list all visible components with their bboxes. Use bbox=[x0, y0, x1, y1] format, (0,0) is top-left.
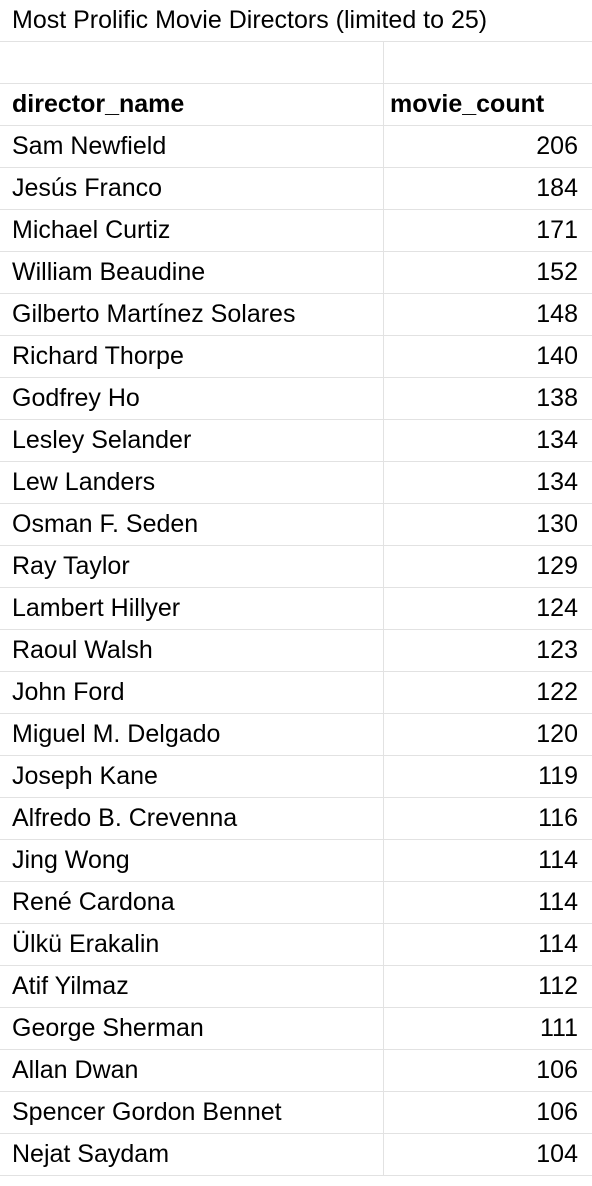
table-row: John Ford 122 bbox=[0, 672, 592, 714]
table-row: George Sherman 111 bbox=[0, 1008, 592, 1050]
table-row: Michael Curtiz 171 bbox=[0, 210, 592, 252]
table-row: Lesley Selander 134 bbox=[0, 420, 592, 462]
director-name-cell[interactable]: Lambert Hillyer bbox=[0, 588, 384, 629]
table-row: Joseph Kane 119 bbox=[0, 756, 592, 798]
director-name-cell[interactable]: Lesley Selander bbox=[0, 420, 384, 461]
table-row: Lambert Hillyer 124 bbox=[0, 588, 592, 630]
movie-count-cell[interactable]: 104 bbox=[536, 1140, 578, 1168]
table-row: Atif Yilmaz 112 bbox=[0, 966, 592, 1008]
movie-count-cell[interactable]: 134 bbox=[536, 468, 578, 496]
table-row: Jesús Franco 184 bbox=[0, 168, 592, 210]
director-name-cell[interactable]: George Sherman bbox=[0, 1008, 384, 1049]
movie-count-cell[interactable]: 184 bbox=[536, 174, 578, 202]
movie-count-cell[interactable]: 124 bbox=[536, 594, 578, 622]
movie-count-cell[interactable]: 130 bbox=[536, 510, 578, 538]
movie-count-cell[interactable]: 114 bbox=[538, 888, 578, 916]
table-row: Ülkü Erakalin 114 bbox=[0, 924, 592, 966]
empty-cell-b[interactable] bbox=[384, 42, 592, 83]
empty-row bbox=[0, 42, 592, 84]
director-name-cell[interactable]: Sam Newfield bbox=[0, 126, 384, 167]
table-row: Spencer Gordon Bennet 106 bbox=[0, 1092, 592, 1134]
movie-count-cell[interactable]: 171 bbox=[536, 216, 578, 244]
table-row: Allan Dwan 106 bbox=[0, 1050, 592, 1092]
director-name-cell[interactable]: Jesús Franco bbox=[0, 168, 384, 209]
table-row: Nejat Saydam 104 bbox=[0, 1134, 592, 1176]
table-row: Miguel M. Delgado 120 bbox=[0, 714, 592, 756]
table-row: Osman F. Seden 130 bbox=[0, 504, 592, 546]
table-row: Gilberto Martínez Solares 148 bbox=[0, 294, 592, 336]
movie-count-cell[interactable]: 106 bbox=[536, 1056, 578, 1084]
table-row: Godfrey Ho 138 bbox=[0, 378, 592, 420]
movie-count-cell[interactable]: 114 bbox=[538, 930, 578, 958]
movie-count-cell[interactable]: 123 bbox=[536, 636, 578, 664]
table-row: Richard Thorpe 140 bbox=[0, 336, 592, 378]
director-name-cell[interactable]: Ray Taylor bbox=[0, 546, 384, 587]
movie-count-cell[interactable]: 111 bbox=[539, 1014, 578, 1042]
table-row: Jing Wong 114 bbox=[0, 840, 592, 882]
director-name-cell[interactable]: Spencer Gordon Bennet bbox=[0, 1092, 384, 1133]
director-name-cell[interactable]: Michael Curtiz bbox=[0, 210, 384, 251]
director-name-cell[interactable]: René Cardona bbox=[0, 882, 384, 923]
director-name-cell[interactable]: Joseph Kane bbox=[0, 756, 384, 797]
director-name-cell[interactable]: Miguel M. Delgado bbox=[0, 714, 384, 755]
director-name-cell[interactable]: Godfrey Ho bbox=[0, 378, 384, 419]
director-name-cell[interactable]: Osman F. Seden bbox=[0, 504, 384, 545]
movie-count-cell[interactable]: 138 bbox=[536, 384, 578, 412]
empty-cell-a[interactable] bbox=[0, 42, 384, 83]
table-row: Sam Newfield 206 bbox=[0, 126, 592, 168]
table-row: Lew Landers 134 bbox=[0, 462, 592, 504]
movie-count-cell[interactable]: 129 bbox=[536, 552, 578, 580]
movie-count-cell[interactable]: 122 bbox=[536, 678, 578, 706]
director-name-cell[interactable]: Ülkü Erakalin bbox=[0, 924, 384, 965]
movie-count-cell[interactable]: 134 bbox=[536, 426, 578, 454]
movie-count-cell[interactable]: 140 bbox=[536, 342, 578, 370]
header-movie-count[interactable]: movie_count bbox=[390, 90, 545, 118]
title-cell[interactable]: Most Prolific Movie Directors (limited t… bbox=[12, 6, 488, 34]
table-row: Ray Taylor 129 bbox=[0, 546, 592, 588]
movie-count-cell[interactable]: 206 bbox=[536, 132, 578, 160]
director-name-cell[interactable]: Jing Wong bbox=[0, 840, 384, 881]
director-name-cell[interactable]: Lew Landers bbox=[0, 462, 384, 503]
movie-count-cell[interactable]: 106 bbox=[536, 1098, 578, 1126]
movie-count-cell[interactable]: 152 bbox=[536, 258, 578, 286]
director-name-cell[interactable]: Allan Dwan bbox=[0, 1050, 384, 1091]
movie-count-cell[interactable]: 112 bbox=[538, 972, 578, 1000]
header-director-name[interactable]: director_name bbox=[0, 84, 384, 125]
movie-count-cell[interactable]: 116 bbox=[538, 804, 578, 832]
director-name-cell[interactable]: Alfredo B. Crevenna bbox=[0, 798, 384, 839]
table-row: René Cardona 114 bbox=[0, 882, 592, 924]
table-row: Raoul Walsh 123 bbox=[0, 630, 592, 672]
movie-count-cell[interactable]: 114 bbox=[538, 846, 578, 874]
title-row: Most Prolific Movie Directors (limited t… bbox=[0, 0, 592, 42]
movie-count-cell[interactable]: 148 bbox=[536, 300, 578, 328]
movie-count-cell[interactable]: 120 bbox=[536, 720, 578, 748]
director-name-cell[interactable]: Richard Thorpe bbox=[0, 336, 384, 377]
director-name-cell[interactable]: Nejat Saydam bbox=[0, 1134, 384, 1175]
director-name-cell[interactable]: Atif Yilmaz bbox=[0, 966, 384, 1007]
director-name-cell[interactable]: William Beaudine bbox=[0, 252, 384, 293]
director-name-cell[interactable]: John Ford bbox=[0, 672, 384, 713]
table-row: William Beaudine 152 bbox=[0, 252, 592, 294]
director-name-cell[interactable]: Gilberto Martínez Solares bbox=[0, 294, 384, 335]
movie-count-cell[interactable]: 119 bbox=[538, 762, 578, 790]
header-row: director_name movie_count bbox=[0, 84, 592, 126]
table-row: Alfredo B. Crevenna 116 bbox=[0, 798, 592, 840]
director-name-cell[interactable]: Raoul Walsh bbox=[0, 630, 384, 671]
